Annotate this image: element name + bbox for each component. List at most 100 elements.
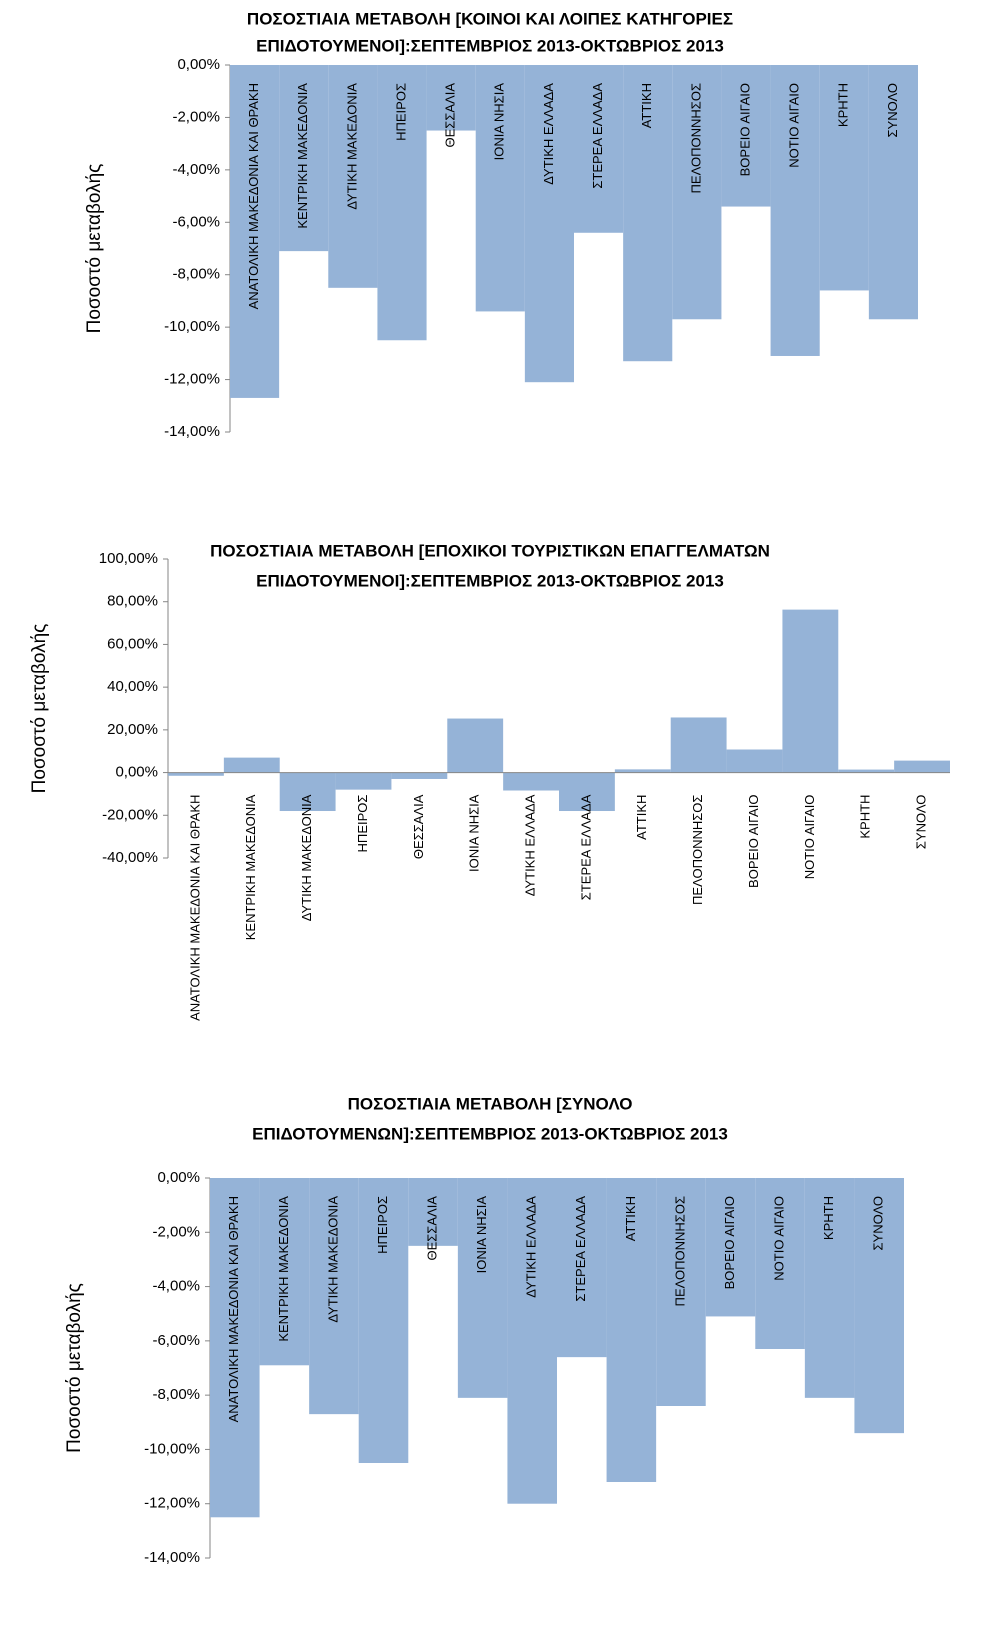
bar: [606, 1178, 657, 1482]
y-tick-label: -14,00%: [164, 423, 220, 440]
bar: [656, 1178, 706, 1406]
bar: [721, 65, 771, 207]
bar: [447, 718, 504, 773]
x-tick-label: ΚΕΝΤΡΙΚΗ ΜΑΚΕΔΟΝΙΑ: [243, 794, 258, 940]
y-tick-label: -4,00%: [152, 1278, 200, 1295]
bar: [670, 717, 727, 773]
y-tick-label: 0,00%: [177, 56, 220, 73]
x-tick-label: ΘΕΣΣΑΛΙΑ: [443, 83, 458, 148]
bar: [475, 65, 525, 312]
bar: [894, 760, 950, 773]
bar: [391, 772, 448, 779]
chart-title: ΠΟΣΟΣΤΙΑΙΑ ΜΕΤΑΒΟΛΗ [ΚΟΙΝΟΙ ΚΑΙ ΛΟΙΠΕΣ Κ…: [247, 9, 733, 28]
bar: [328, 65, 378, 288]
chart-title: ΠΟΣΟΣΤΙΑΙΑ ΜΕΤΑΒΟΛΗ [ΣΥΝΟΛΟ: [348, 1094, 633, 1113]
y-tick-label: -14,00%: [144, 1549, 200, 1566]
y-tick-label: -12,00%: [164, 371, 220, 388]
x-tick-label: ΔΥΤΙΚΗ ΜΑΚΕΔΟΝΙΑ: [325, 1196, 340, 1323]
y-axis-label: Ποσοστό μεταβολής: [84, 164, 105, 334]
x-tick-label: ΑΤΤΙΚΗ: [639, 83, 654, 128]
y-tick-label: -10,00%: [144, 1440, 200, 1457]
x-tick-label: ΔΥΤΙΚΗ ΕΛΛΑΔΑ: [541, 83, 556, 185]
x-tick-label: ΣΤΕΡΕΑ ΕΛΛΑΔΑ: [578, 794, 593, 900]
bar: [358, 1178, 409, 1463]
y-tick-label: -12,00%: [144, 1495, 200, 1512]
y-tick-label: 60,00%: [107, 635, 158, 652]
x-tick-label: ΣΥΝΟΛΟ: [871, 1196, 886, 1251]
x-tick-label: ΑΝΑΤΟΛΙΚΗ ΜΑΚΕΔΟΝΙΑ ΚΑΙ ΘΡΑΚΗ: [246, 83, 261, 309]
x-tick-label: ΑΤΤΙΚΗ: [634, 795, 649, 840]
bar: [335, 772, 392, 790]
bar: [854, 1178, 904, 1434]
bar: [559, 772, 615, 812]
bar: [755, 1178, 805, 1349]
y-tick-label: 100,00%: [99, 550, 158, 567]
x-tick-label: ΣΤΕΡΕΑ ΕΛΛΑΔΑ: [590, 83, 605, 189]
x-tick-label: ΣΤΕΡΕΑ ΕΛΛΑΔΑ: [573, 1196, 588, 1302]
x-tick-label: ΒΟΡΕΙΟ ΑΙΓΑΙΟ: [737, 83, 752, 176]
y-axis-label: Ποσοστό μεταβολής: [29, 624, 50, 794]
x-tick-label: ΚΕΝΤΡΙΚΗ ΜΑΚΕΔΟΝΙΑ: [276, 1196, 291, 1342]
chart-title: ΕΠΙΔΟΤΟΥΜΕΝΩΝ]:ΣΕΠΤΕΜΒΡΙΟΣ 2013-ΟΚΤΩΒΡΙΟ…: [252, 1124, 728, 1143]
x-tick-label: ΚΕΝΤΡΙΚΗ ΜΑΚΕΔΟΝΙΑ: [295, 83, 310, 229]
x-tick-label: ΙΟΝΙΑ ΝΗΣΙΑ: [474, 1196, 489, 1274]
y-tick-label: -20,00%: [102, 806, 158, 823]
bar: [705, 1178, 756, 1317]
x-tick-label: ΣΥΝΟΛΟ: [885, 83, 900, 138]
y-tick-label: -10,00%: [164, 318, 220, 335]
x-tick-label: ΣΥΝΟΛΟ: [914, 795, 929, 850]
x-tick-label: ΘΕΣΣΑΛΙΑ: [411, 794, 426, 859]
bar: [672, 65, 722, 320]
bar: [819, 65, 869, 291]
y-tick-label: 80,00%: [107, 593, 158, 610]
x-tick-label: ΝΟΤΙΟ ΑΙΓΑΙΟ: [772, 1196, 787, 1281]
bar: [507, 1178, 557, 1504]
x-tick-label: ΗΠΕΙΡΟΣ: [375, 1196, 390, 1254]
bar: [726, 749, 783, 773]
chart-title: ΠΟΣΟΣΤΙΑΙΑ ΜΕΤΑΒΟΛΗ [ΕΠΟΧΙΚΟΙ ΤΟΥΡΙΣΤΙΚΩ…: [210, 541, 770, 560]
x-tick-label: ΚΡΗΤΗ: [858, 795, 873, 839]
x-tick-label: ΔΥΤΙΚΗ ΕΛΛΑΔΑ: [524, 1196, 539, 1298]
x-tick-label: ΚΡΗΤΗ: [821, 1196, 836, 1240]
bar: [614, 769, 671, 773]
x-tick-label: ΗΠΕΙΡΟΣ: [393, 83, 408, 141]
x-tick-label: ΙΟΝΙΑ ΝΗΣΙΑ: [467, 794, 482, 872]
x-tick-label: ΔΥΤΙΚΗ ΜΑΚΕΔΟΝΙΑ: [299, 794, 314, 921]
y-tick-label: -2,00%: [152, 1223, 200, 1240]
bar: [770, 65, 820, 356]
x-tick-label: ΘΕΣΣΑΛΙΑ: [425, 1196, 440, 1261]
x-tick-label: ΒΟΡΕΙΟ ΑΙΓΑΙΟ: [722, 1196, 737, 1289]
bar: [503, 772, 559, 791]
bar: [782, 609, 839, 773]
y-tick-label: 20,00%: [107, 721, 158, 738]
bar: [377, 65, 427, 341]
x-tick-label: ΔΥΤΙΚΗ ΜΑΚΕΔΟΝΙΑ: [344, 83, 359, 210]
bar: [279, 65, 329, 252]
bar: [557, 1178, 607, 1358]
x-tick-label: ΠΕΛΟΠΟΝΝΗΣΟΣ: [690, 795, 705, 905]
y-tick-label: -8,00%: [172, 266, 220, 283]
x-tick-label: ΑΝΑΤΟΛΙΚΗ ΜΑΚΕΔΟΝΙΑ ΚΑΙ ΘΡΑΚΗ: [226, 1196, 241, 1422]
x-tick-label: ΠΕΛΟΠΟΝΝΗΣΟΣ: [672, 1196, 687, 1306]
y-tick-label: -6,00%: [172, 213, 220, 230]
x-tick-label: ΠΕΛΟΠΟΝΝΗΣΟΣ: [688, 83, 703, 193]
bar: [408, 1178, 458, 1246]
y-axis-label: Ποσοστό μεταβολής: [64, 1283, 85, 1453]
x-tick-label: ΑΤΤΙΚΗ: [623, 1196, 638, 1241]
chart-title: ΕΠΙΔΟΤΟΥΜΕΝΟΙ]:ΣΕΠΤΕΜΒΡΙΟΣ 2013-ΟΚΤΩΒΡΙΟ…: [256, 571, 724, 590]
y-tick-label: -8,00%: [152, 1386, 200, 1403]
y-tick-label: 0,00%: [115, 764, 158, 781]
bar: [259, 1178, 310, 1366]
bar: [457, 1178, 508, 1398]
bar: [623, 65, 673, 362]
y-tick-label: 0,00%: [157, 1169, 200, 1186]
y-tick-label: -6,00%: [152, 1332, 200, 1349]
y-tick-label: -4,00%: [172, 161, 220, 178]
bar: [223, 757, 280, 773]
bar: [868, 65, 918, 320]
x-tick-label: ΚΡΗΤΗ: [836, 83, 851, 127]
bar: [804, 1178, 855, 1398]
bar: [574, 65, 624, 233]
bar: [279, 772, 336, 812]
x-tick-label: ΑΝΑΤΟΛΙΚΗ ΜΑΚΕΔΟΝΙΑ ΚΑΙ ΘΡΑΚΗ: [187, 795, 202, 1021]
